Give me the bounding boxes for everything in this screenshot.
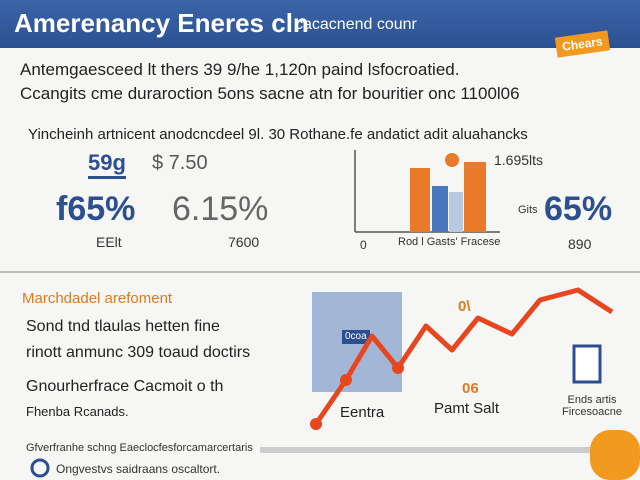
footer-line: Gfverfranhe schng Eaeclocfesforcamarcert… — [26, 442, 253, 454]
box-label: 0coa — [345, 331, 367, 342]
side-caption: Ends artis Fircesoacne — [562, 394, 622, 418]
stat-small: Gits — [518, 204, 538, 216]
stat-price: $ 7.50 — [152, 152, 208, 174]
intro-line: Antemgaesceed lt thers 39 9/he 1,120n pa… — [20, 60, 460, 79]
stat-box: 59g — [88, 150, 126, 179]
line-caption: Eentra — [340, 404, 385, 421]
line-caption: Pamt Salt — [434, 400, 500, 417]
stat-pct: 65% — [544, 190, 613, 228]
header-subtitle: cacacnend counr — [295, 16, 417, 33]
footer-line: Ongvestvs saidraans oscaltort. — [56, 462, 221, 476]
stat-caption: 890 — [568, 236, 592, 252]
mid-label: 06 — [462, 380, 479, 397]
intro-line: Ccangits cme duraroction 5ons sacne atn … — [20, 84, 520, 103]
stat-pct: f65% — [56, 190, 136, 228]
section-line: Gnourherfrace Cacmoit o th — [26, 378, 224, 395]
section-heading: Marchdadel arefoment — [22, 290, 173, 307]
stat-caption: EElt — [96, 234, 122, 250]
header-bar — [0, 0, 640, 48]
chart-label: 1.695lts — [494, 152, 544, 168]
chart-caption: Rod l Gasts' Fracese — [398, 236, 501, 248]
header-title: Amerenancy Eneres cln — [14, 8, 309, 38]
section-line: Fhenba Rcanads. — [26, 404, 129, 419]
stats-heading: Yincheinh artnicent anodcncdeel 9l. 30 R… — [28, 126, 528, 143]
section-line: Sond tnd tlaulas hetten fine — [26, 318, 220, 335]
stat-pct: 6.15% — [172, 190, 269, 228]
peak-label: 0\ — [458, 298, 471, 315]
section-line: rinott anmunc 309 toaud doctirs — [26, 344, 251, 361]
stat-caption: 7600 — [228, 234, 260, 250]
chart-zero: 0 — [360, 238, 367, 252]
